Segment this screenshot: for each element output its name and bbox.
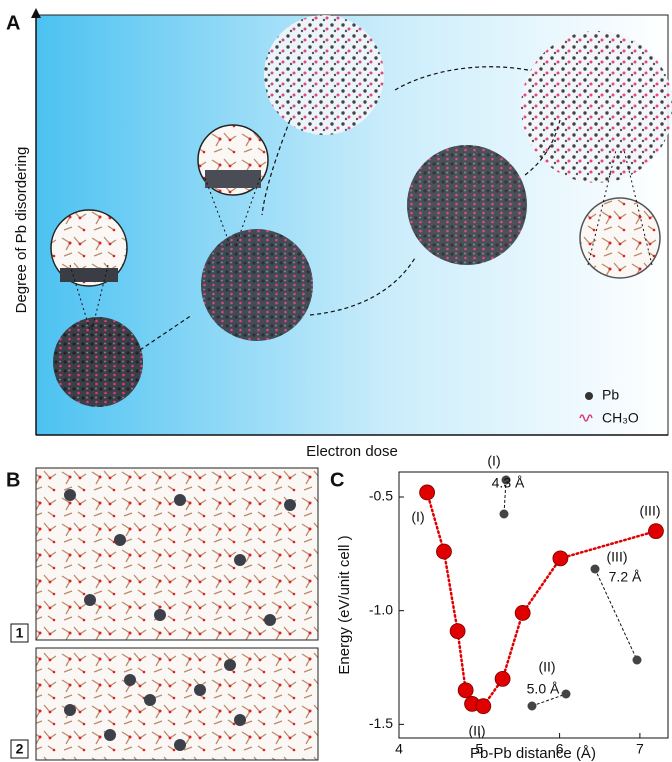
inset-surface	[60, 268, 118, 282]
data-point	[458, 683, 473, 698]
y-tick-label: -0.5	[369, 488, 393, 504]
inset-surface	[205, 170, 261, 188]
inset-pb-atom	[528, 702, 537, 711]
annotation: (III)	[640, 503, 661, 519]
x-tick-label: 4	[395, 741, 403, 757]
annotation: (I)	[487, 453, 500, 469]
panel-a: A Degree of Pb disordering Electron dose…	[6, 8, 672, 460]
legend-label: Pb	[602, 387, 619, 403]
cluster	[407, 145, 527, 265]
x-tick-label: 6	[556, 741, 564, 757]
data-point	[515, 605, 530, 620]
x-axis-title: Electron dose	[306, 443, 398, 460]
data-point	[436, 544, 451, 559]
annotation: 4.3 Å	[492, 475, 525, 491]
legend-marker	[585, 392, 593, 400]
annotation: 5.0 Å	[527, 681, 560, 697]
data-point	[648, 524, 663, 539]
inset-pb-atom	[633, 656, 642, 665]
annotation: (II)	[538, 659, 555, 675]
annotation: (I)	[411, 509, 424, 525]
data-point	[476, 699, 491, 714]
data-point	[420, 485, 435, 500]
cluster	[53, 317, 143, 407]
annotation: (II)	[468, 723, 485, 739]
panel-label: C	[330, 469, 344, 491]
cluster	[264, 15, 384, 135]
inset-pb-atom	[500, 510, 509, 519]
zoom-inset	[580, 198, 660, 278]
panel-label: A	[6, 12, 20, 34]
annotation: 7.2 Å	[609, 569, 642, 585]
annotation: (III)	[607, 549, 628, 565]
inset-pb-atom	[591, 565, 600, 574]
data-point	[450, 624, 465, 639]
plot-frame	[399, 472, 668, 738]
y-tick-label: -1.5	[369, 715, 393, 731]
x-axis-title: Pb-Pb distance (Å)	[470, 745, 596, 762]
x-tick-label: 5	[475, 741, 483, 757]
cluster	[521, 31, 672, 183]
legend-label: CH₃O	[602, 410, 639, 426]
panel-b: B 1 2	[6, 468, 318, 760]
panel-label: B	[6, 469, 20, 491]
frame-label: 2	[16, 741, 24, 757]
cluster	[201, 229, 313, 341]
y-axis-title: Degree of Pb disordering	[13, 147, 30, 314]
figure: A Degree of Pb disordering Electron dose…	[0, 0, 672, 762]
data-point	[553, 551, 568, 566]
y-axis-title: Energy (eV/unit cell )	[336, 535, 353, 674]
snapshot	[36, 468, 318, 640]
data-point	[495, 671, 510, 686]
y-tick-label: -1.0	[369, 601, 393, 617]
x-tick-label: 7	[636, 741, 644, 757]
frame-label: 1	[16, 625, 24, 641]
inset-pb-atom	[562, 690, 571, 699]
y-arrow-head	[31, 8, 41, 18]
